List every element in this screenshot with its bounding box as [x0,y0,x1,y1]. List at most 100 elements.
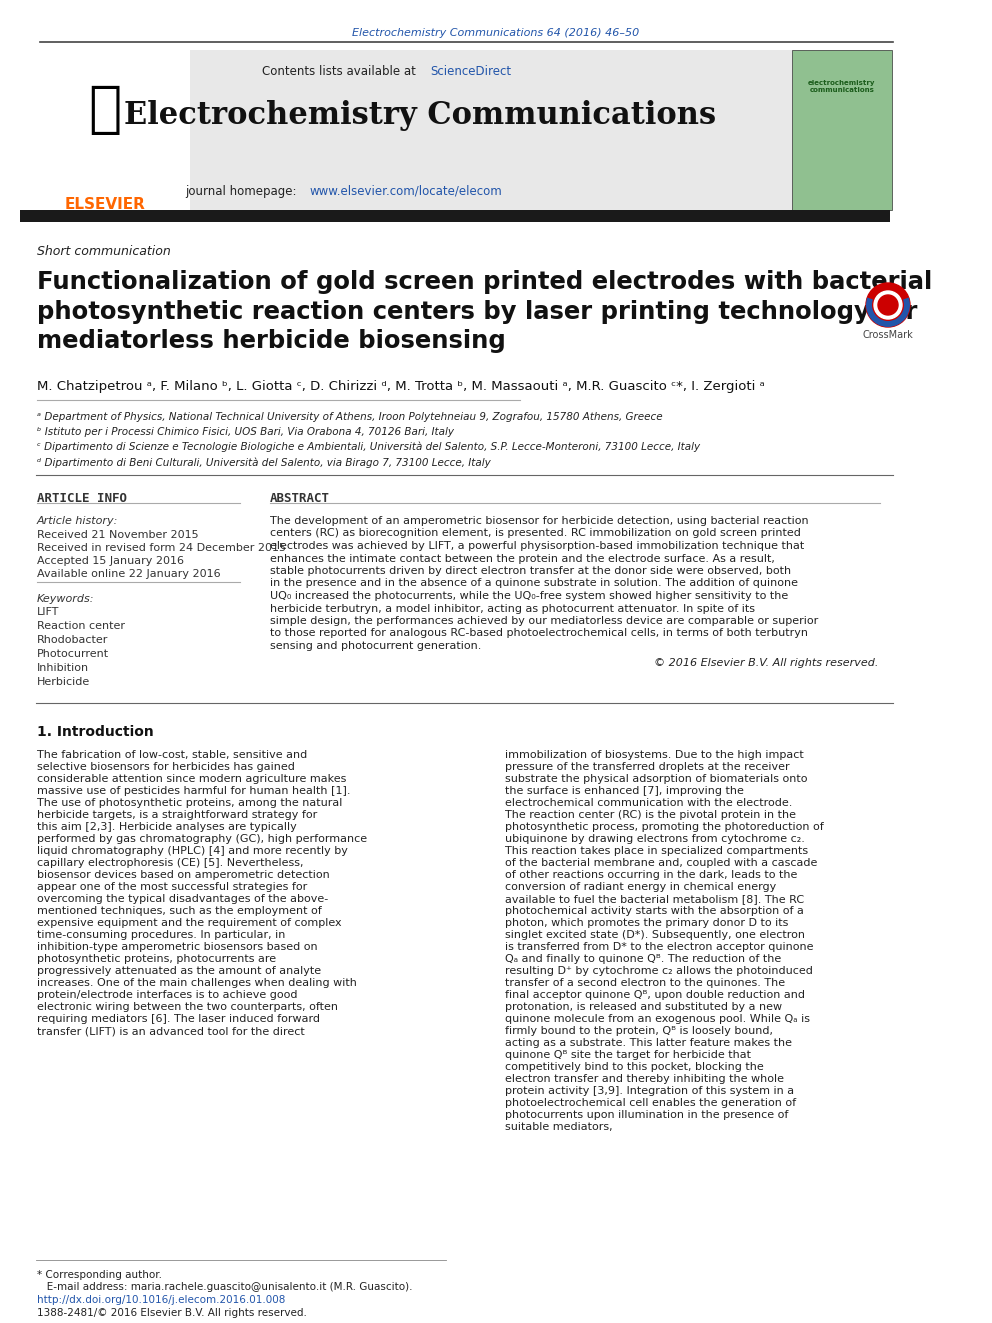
Text: ᵇ Istituto per i Processi Chimico Fisici, UOS Bari, Via Orabona 4, 70126 Bari, I: ᵇ Istituto per i Processi Chimico Fisici… [37,427,454,437]
Text: the surface is enhanced [7], improving the: the surface is enhanced [7], improving t… [505,786,744,796]
Text: substrate the physical adsorption of biomaterials onto: substrate the physical adsorption of bio… [505,774,807,785]
Text: Accepted 15 January 2016: Accepted 15 January 2016 [37,556,184,566]
Text: ScienceDirect: ScienceDirect [430,65,511,78]
Text: electrodes was achieved by LIFT, a powerful physisorption-based immobilization t: electrodes was achieved by LIFT, a power… [270,541,805,550]
Text: © 2016 Elsevier B.V. All rights reserved.: © 2016 Elsevier B.V. All rights reserved… [654,659,878,668]
Text: liquid chromatography (HPLC) [4] and more recently by: liquid chromatography (HPLC) [4] and mor… [37,845,348,856]
Text: selective biosensors for herbicides has gained: selective biosensors for herbicides has … [37,762,295,773]
Text: considerable attention since modern agriculture makes: considerable attention since modern agri… [37,774,346,785]
Text: This reaction takes place in specialized compartments: This reaction takes place in specialized… [505,845,808,856]
Text: Photocurrent: Photocurrent [37,650,109,659]
Text: protonation, is released and substituted by a new: protonation, is released and substituted… [505,1002,782,1012]
Text: Received 21 November 2015: Received 21 November 2015 [37,531,198,540]
Text: www.elsevier.com/locate/elecom: www.elsevier.com/locate/elecom [310,185,503,198]
Text: ABSTRACT: ABSTRACT [270,492,330,505]
Circle shape [866,283,910,327]
Text: Functionalization of gold screen printed electrodes with bacterial
photosyntheti: Functionalization of gold screen printed… [37,270,932,353]
Text: in the presence and in the absence of a quinone substrate in solution. The addit: in the presence and in the absence of a … [270,578,798,589]
Text: photocurrents upon illumination in the presence of: photocurrents upon illumination in the p… [505,1110,789,1121]
Text: The fabrication of low-cost, stable, sensitive and: The fabrication of low-cost, stable, sen… [37,750,308,759]
Text: inhibition-type amperometric biosensors based on: inhibition-type amperometric biosensors … [37,942,317,953]
Wedge shape [866,298,910,327]
Circle shape [878,295,898,315]
Text: electron transfer and thereby inhibiting the whole: electron transfer and thereby inhibiting… [505,1074,784,1084]
Text: Article history:: Article history: [37,516,118,527]
Text: mentioned techniques, such as the employment of: mentioned techniques, such as the employ… [37,906,321,916]
Text: transfer (LIFT) is an advanced tool for the direct: transfer (LIFT) is an advanced tool for … [37,1027,305,1036]
Text: The development of an amperometric biosensor for herbicide detection, using bact: The development of an amperometric biose… [270,516,808,527]
Text: pressure of the transferred droplets at the receiver: pressure of the transferred droplets at … [505,762,790,773]
Text: singlet excited state (D*). Subsequently, one electron: singlet excited state (D*). Subsequently… [505,930,805,941]
Text: Reaction center: Reaction center [37,620,125,631]
Text: Rhodobacter: Rhodobacter [37,635,108,646]
Text: LIFT: LIFT [37,607,60,617]
Text: massive use of pesticides harmful for human health [1].: massive use of pesticides harmful for hu… [37,786,350,796]
Text: of the bacterial membrane and, coupled with a cascade: of the bacterial membrane and, coupled w… [505,859,817,868]
Text: photosynthetic process, promoting the photoreduction of: photosynthetic process, promoting the ph… [505,822,823,832]
Text: CrossMark: CrossMark [863,329,914,340]
FancyBboxPatch shape [792,50,892,210]
Text: ᵃ Department of Physics, National Technical University of Athens, Iroon Polytehn: ᵃ Department of Physics, National Techni… [37,411,663,422]
Text: photosynthetic proteins, photocurrents are: photosynthetic proteins, photocurrents a… [37,954,276,964]
Text: sensing and photocurrent generation.: sensing and photocurrent generation. [270,642,481,651]
Text: stable photocurrents driven by direct electron transfer at the donor side were o: stable photocurrents driven by direct el… [270,566,792,576]
Text: Short communication: Short communication [37,245,171,258]
Text: expensive equipment and the requirement of complex: expensive equipment and the requirement … [37,918,341,927]
FancyBboxPatch shape [20,50,890,210]
Text: increases. One of the main challenges when dealing with: increases. One of the main challenges wh… [37,978,357,988]
Text: http://dx.doi.org/10.1016/j.elecom.2016.01.008: http://dx.doi.org/10.1016/j.elecom.2016.… [37,1295,286,1304]
Text: conversion of radiant energy in chemical energy: conversion of radiant energy in chemical… [505,882,777,892]
Text: photochemical activity starts with the absorption of a: photochemical activity starts with the a… [505,906,804,916]
Text: quinone Qᴮ site the target for herbicide that: quinone Qᴮ site the target for herbicide… [505,1050,751,1060]
Text: ARTICLE INFO: ARTICLE INFO [37,492,127,505]
Circle shape [874,291,902,319]
Text: simple design, the performances achieved by our mediatorless device are comparab: simple design, the performances achieved… [270,617,818,626]
Text: this aim [2,3]. Herbicide analyses are typically: this aim [2,3]. Herbicide analyses are t… [37,822,297,832]
Text: suitable mediators,: suitable mediators, [505,1122,613,1132]
Text: 1. Introduction: 1. Introduction [37,725,154,740]
Text: biosensor devices based on amperometric detection: biosensor devices based on amperometric … [37,871,329,880]
Text: transfer of a second electron to the quinones. The: transfer of a second electron to the qui… [505,978,785,988]
Text: Herbicide: Herbicide [37,677,90,687]
Text: Keywords:: Keywords: [37,594,94,605]
Text: Inhibition: Inhibition [37,663,89,673]
Text: final acceptor quinone Qᴮ, upon double reduction and: final acceptor quinone Qᴮ, upon double r… [505,990,805,1000]
Text: The use of photosynthetic proteins, among the natural: The use of photosynthetic proteins, amon… [37,798,342,808]
Text: journal homepage:: journal homepage: [185,185,300,198]
Text: Qₐ and finally to quinone Qᴮ. The reduction of the: Qₐ and finally to quinone Qᴮ. The reduct… [505,954,782,964]
Text: photoelectrochemical cell enables the generation of: photoelectrochemical cell enables the ge… [505,1098,797,1107]
FancyBboxPatch shape [20,50,190,210]
Text: is transferred from D* to the electron acceptor quinone: is transferred from D* to the electron a… [505,942,813,953]
Text: electronic wiring between the two counterparts, often: electronic wiring between the two counte… [37,1002,338,1012]
Text: firmly bound to the protein, Qᴮ is loosely bound,: firmly bound to the protein, Qᴮ is loose… [505,1027,773,1036]
Text: M. Chatzipetrou ᵃ, F. Milano ᵇ, L. Giotta ᶜ, D. Chirizzi ᵈ, M. Trotta ᵇ, M. Mass: M. Chatzipetrou ᵃ, F. Milano ᵇ, L. Giott… [37,380,765,393]
Text: available to fuel the bacterial metabolism [8]. The RC: available to fuel the bacterial metaboli… [505,894,805,904]
Text: 1388-2481/© 2016 Elsevier B.V. All rights reserved.: 1388-2481/© 2016 Elsevier B.V. All right… [37,1308,307,1318]
Text: Electrochemistry Communications 64 (2016) 46–50: Electrochemistry Communications 64 (2016… [352,28,640,38]
Text: ᶜ Dipartimento di Scienze e Tecnologie Biologiche e Ambientali, Università del S: ᶜ Dipartimento di Scienze e Tecnologie B… [37,442,700,452]
Text: immobilization of biosystems. Due to the high impact: immobilization of biosystems. Due to the… [505,750,804,759]
Text: UQ₀ increased the photocurrents, while the UQ₀-free system showed higher sensiti: UQ₀ increased the photocurrents, while t… [270,591,789,601]
Text: appear one of the most successful strategies for: appear one of the most successful strate… [37,882,308,892]
Text: Contents lists available at: Contents lists available at [262,65,420,78]
Text: protein activity [3,9]. Integration of this system in a: protein activity [3,9]. Integration of t… [505,1086,795,1095]
Text: centers (RC) as biorecognition element, is presented. RC immobilization on gold : centers (RC) as biorecognition element, … [270,528,801,538]
Text: overcoming the typical disadvantages of the above-: overcoming the typical disadvantages of … [37,894,328,904]
Text: 🌳: 🌳 [88,83,122,138]
Text: protein/electrode interfaces is to achieve good: protein/electrode interfaces is to achie… [37,990,298,1000]
Text: to those reported for analogous RC-based photoelectrochemical cells, in terms of: to those reported for analogous RC-based… [270,628,808,639]
Text: electrochemistry
communications: electrochemistry communications [808,79,876,93]
Text: ubiquinone by drawing electrons from cytochrome c₂.: ubiquinone by drawing electrons from cyt… [505,833,805,844]
Text: photon, which promotes the primary donor D to its: photon, which promotes the primary donor… [505,918,789,927]
Text: time-consuming procedures. In particular, in: time-consuming procedures. In particular… [37,930,286,941]
Text: Received in revised form 24 December 2015: Received in revised form 24 December 201… [37,542,286,553]
Text: Available online 22 January 2016: Available online 22 January 2016 [37,569,220,579]
Text: ELSEVIER: ELSEVIER [64,197,146,212]
Text: quinone molecule from an exogenous pool. While Qₐ is: quinone molecule from an exogenous pool.… [505,1013,810,1024]
Text: capillary electrophoresis (CE) [5]. Nevertheless,: capillary electrophoresis (CE) [5]. Neve… [37,859,304,868]
Text: ᵈ Dipartimento di Beni Culturali, Università del Salento, via Birago 7, 73100 Le: ᵈ Dipartimento di Beni Culturali, Univer… [37,456,491,467]
Text: progressively attenuated as the amount of analyte: progressively attenuated as the amount o… [37,966,321,976]
Text: performed by gas chromatography (GC), high performance: performed by gas chromatography (GC), hi… [37,833,367,844]
Text: Electrochemistry Communications: Electrochemistry Communications [124,101,716,131]
Text: of other reactions occurring in the dark, leads to the: of other reactions occurring in the dark… [505,871,798,880]
